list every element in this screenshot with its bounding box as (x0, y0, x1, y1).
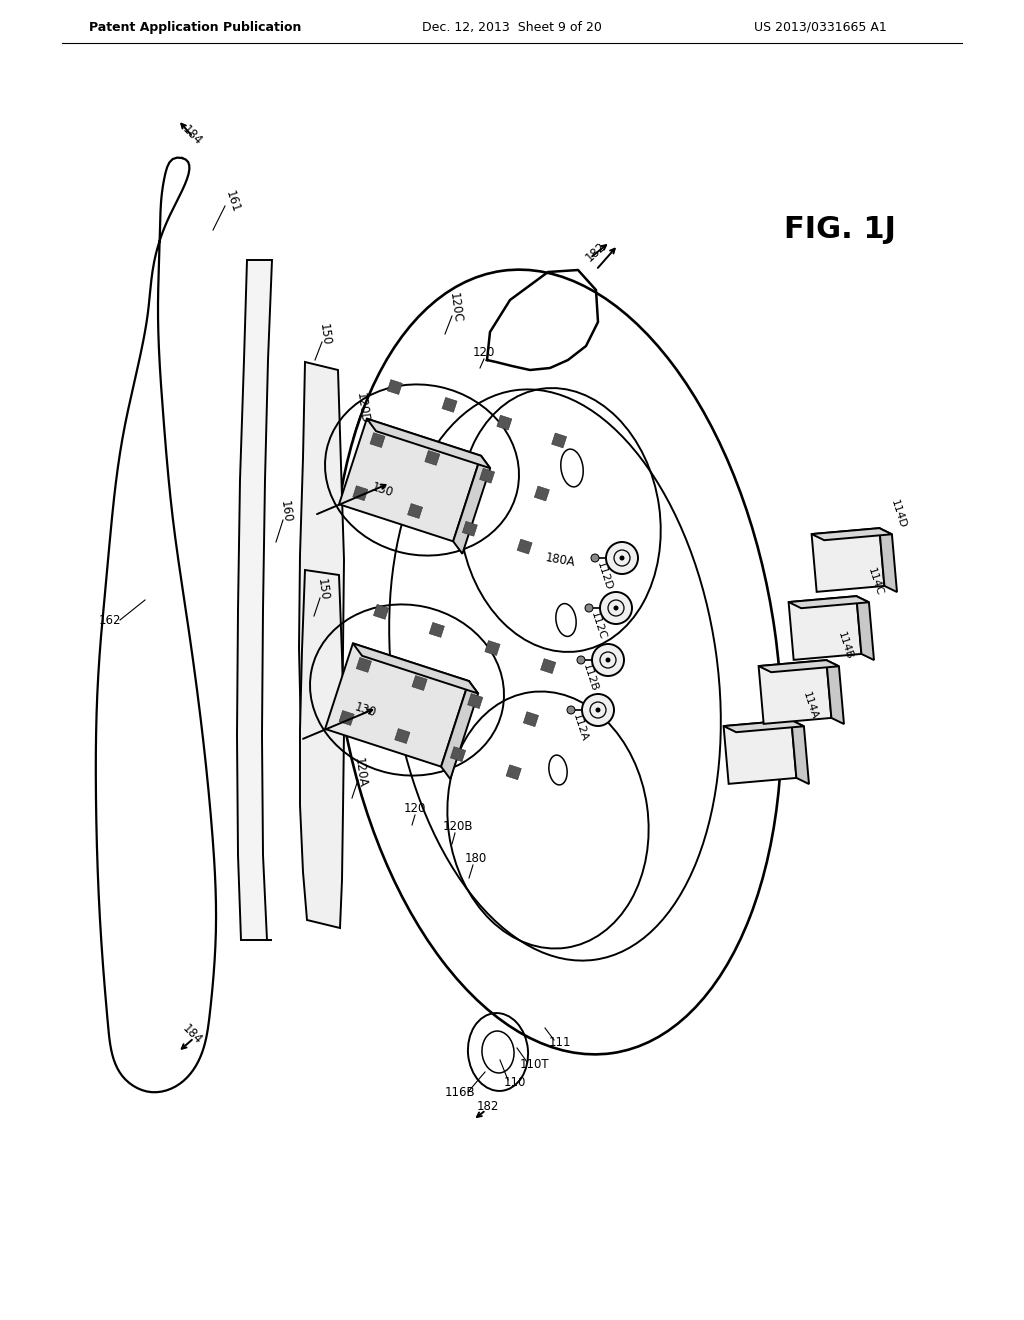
Text: 110: 110 (504, 1077, 526, 1089)
Polygon shape (353, 486, 368, 500)
Polygon shape (826, 660, 844, 725)
Polygon shape (788, 597, 861, 660)
Text: 120A: 120A (351, 758, 369, 789)
Polygon shape (724, 721, 797, 784)
Text: FIG. 1J: FIG. 1J (784, 215, 896, 244)
Text: 150: 150 (315, 578, 331, 602)
Text: 182: 182 (584, 240, 608, 264)
Text: 150: 150 (317, 323, 333, 347)
Text: 111: 111 (549, 1035, 571, 1048)
Circle shape (620, 556, 625, 561)
Text: 120D: 120D (353, 392, 371, 425)
Text: 162: 162 (98, 614, 121, 627)
Polygon shape (468, 693, 483, 709)
Circle shape (567, 706, 575, 714)
Polygon shape (759, 660, 831, 723)
Polygon shape (339, 710, 354, 726)
Polygon shape (724, 721, 804, 733)
Text: 120: 120 (473, 346, 496, 359)
Circle shape (577, 656, 585, 664)
Polygon shape (451, 747, 466, 762)
Text: 116B: 116B (444, 1085, 475, 1098)
Text: 110T: 110T (519, 1059, 549, 1072)
Polygon shape (812, 528, 885, 591)
Polygon shape (408, 503, 423, 519)
Polygon shape (339, 418, 481, 541)
Polygon shape (485, 640, 500, 656)
Polygon shape (535, 486, 550, 500)
Text: 180: 180 (465, 851, 487, 865)
Polygon shape (517, 539, 532, 554)
Polygon shape (299, 362, 344, 820)
Polygon shape (523, 711, 539, 726)
Polygon shape (880, 528, 897, 593)
Circle shape (585, 605, 593, 612)
Text: 114B: 114B (836, 631, 854, 661)
Text: 182: 182 (477, 1101, 499, 1114)
Text: 130: 130 (370, 480, 394, 499)
Text: 120B: 120B (442, 820, 473, 833)
Polygon shape (300, 570, 344, 928)
Text: 180A: 180A (544, 550, 577, 569)
Circle shape (596, 708, 600, 713)
Polygon shape (812, 528, 892, 540)
Text: 184: 184 (179, 123, 205, 148)
Text: 112C: 112C (589, 611, 607, 642)
Text: 120: 120 (403, 801, 426, 814)
Text: 161: 161 (222, 189, 242, 215)
Polygon shape (792, 721, 809, 784)
Polygon shape (759, 660, 839, 672)
Polygon shape (541, 659, 556, 673)
Circle shape (582, 694, 614, 726)
Polygon shape (788, 597, 869, 609)
Polygon shape (506, 764, 521, 780)
Text: 114A: 114A (801, 690, 819, 721)
Polygon shape (374, 605, 389, 619)
Polygon shape (856, 597, 873, 660)
Polygon shape (442, 397, 457, 412)
Text: 112B: 112B (581, 663, 599, 693)
Text: 130: 130 (352, 701, 378, 719)
Polygon shape (325, 643, 469, 767)
Polygon shape (370, 433, 385, 447)
Text: 184: 184 (179, 1022, 205, 1047)
Polygon shape (237, 260, 272, 940)
Text: US 2013/0331665 A1: US 2013/0331665 A1 (754, 21, 887, 33)
Polygon shape (387, 380, 402, 395)
Circle shape (592, 644, 624, 676)
Circle shape (605, 657, 610, 663)
Polygon shape (425, 450, 440, 466)
Polygon shape (394, 729, 410, 743)
Text: 120C: 120C (446, 292, 464, 325)
Text: 112A: 112A (570, 713, 589, 743)
Text: 160: 160 (278, 500, 294, 524)
Polygon shape (356, 657, 372, 672)
Circle shape (600, 591, 632, 624)
Polygon shape (412, 676, 427, 690)
Text: 112D: 112D (595, 561, 613, 591)
Polygon shape (497, 416, 512, 430)
Circle shape (606, 543, 638, 574)
Polygon shape (454, 455, 490, 554)
Circle shape (591, 554, 599, 562)
Polygon shape (552, 433, 566, 447)
Polygon shape (353, 643, 478, 693)
Text: Patent Application Publication: Patent Application Publication (89, 21, 301, 33)
Text: Dec. 12, 2013  Sheet 9 of 20: Dec. 12, 2013 Sheet 9 of 20 (422, 21, 602, 33)
Polygon shape (441, 681, 478, 779)
Polygon shape (463, 521, 477, 536)
Polygon shape (367, 418, 490, 469)
Polygon shape (479, 469, 495, 483)
Polygon shape (429, 623, 444, 638)
Text: 114C: 114C (865, 566, 884, 597)
Circle shape (613, 606, 618, 610)
Text: 114D: 114D (889, 499, 907, 529)
